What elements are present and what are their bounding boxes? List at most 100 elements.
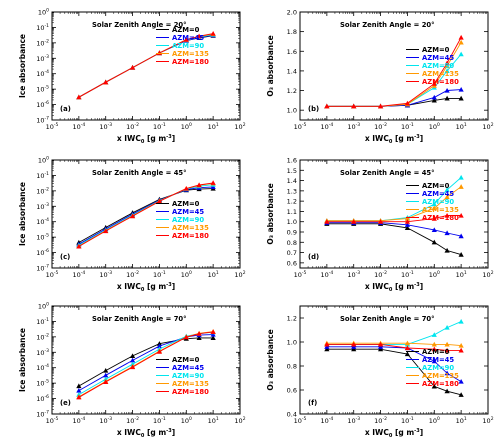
data-point — [183, 334, 189, 340]
y-tick-label: 0.8 — [287, 239, 297, 247]
y-tick-label: 1.8 — [287, 28, 297, 36]
y-axis-label: Ice absorbance — [18, 182, 27, 246]
y-tick-label: 10-5 — [36, 379, 49, 388]
legend-entry: AZM=0 — [172, 200, 200, 208]
data-point — [458, 95, 464, 101]
legend-entry: AZM=90 — [172, 372, 204, 380]
plot-frame — [299, 159, 489, 269]
data-point — [404, 340, 411, 346]
data-point — [458, 212, 464, 218]
plot-frame — [299, 305, 489, 415]
x-tick-label: 10-4 — [320, 122, 333, 131]
data-point — [444, 187, 450, 192]
x-tick-label: 10-1 — [401, 416, 414, 425]
data-point — [431, 97, 437, 103]
data-point — [76, 243, 82, 249]
x-tick-label: 10-5 — [46, 270, 59, 279]
panel-a: 10-5 10-4 10-3 10-2 10-1 100 101 102 10-7 10-6 10-… — [18, 8, 246, 146]
series-line-azm-90 — [326, 321, 462, 345]
data-point — [444, 212, 450, 218]
legend-entry: AZM=135 — [172, 50, 209, 58]
series-line-azm-45 — [326, 222, 462, 237]
data-point — [129, 364, 136, 370]
data-point — [129, 353, 136, 359]
data-point — [458, 392, 464, 397]
data-point — [444, 60, 450, 66]
legend-entry: AZM=90 — [422, 62, 454, 70]
data-point — [324, 346, 330, 352]
data-point — [351, 103, 357, 109]
y-tick-label: 10-5 — [36, 85, 49, 94]
y-tick-label: 1.4 — [287, 67, 297, 75]
y-tick-label: 10-3 — [36, 54, 49, 63]
data-point — [431, 239, 437, 245]
data-point — [129, 213, 136, 219]
data-point — [351, 341, 357, 347]
y-tick-label: 0.9 — [287, 229, 297, 237]
data-point — [210, 329, 216, 334]
data-point — [76, 383, 82, 389]
y-tick-label: 1.0 — [287, 218, 297, 226]
legend-entry: AZM=90 — [422, 364, 454, 372]
x-tick-label: 10-1 — [153, 416, 166, 425]
x-tick-label: 10-4 — [72, 122, 85, 131]
plot-frame — [51, 11, 241, 121]
data-point — [431, 341, 437, 347]
x-tick-label: 102 — [234, 122, 245, 131]
legend-entry: AZM=90 — [172, 216, 204, 224]
legend-entry: AZM=0 — [422, 46, 450, 54]
y-tick-label: 10-7 — [36, 264, 49, 273]
y-axis-label: Ice absorbance — [18, 34, 27, 98]
data-point — [183, 186, 189, 191]
x-tick-label: 101 — [456, 122, 467, 131]
x-axis-label: x IWC0 [g m-3] — [117, 134, 175, 145]
data-point — [210, 30, 216, 36]
legend-entry: AZM=45 — [422, 356, 454, 364]
panel-label: (e) — [60, 399, 71, 407]
panel-label: (f) — [308, 399, 317, 407]
data-point — [351, 219, 357, 224]
y-tick-label: 10-2 — [36, 332, 49, 341]
data-point — [351, 344, 357, 349]
legend-entry: AZM=180 — [422, 380, 459, 388]
data-point — [444, 341, 450, 347]
data-point — [404, 222, 411, 227]
data-point — [458, 319, 464, 324]
data-point — [404, 225, 411, 230]
y-tick-label: 0.7 — [287, 249, 297, 257]
data-point — [156, 341, 163, 346]
data-point — [431, 94, 437, 100]
legend-entry: AZM=90 — [422, 198, 454, 206]
legend-entry: AZM=0 — [172, 356, 200, 364]
y-tick-label: 1.5 — [287, 167, 297, 175]
legend-entry: AZM=135 — [422, 70, 459, 78]
series-line-azm-45 — [326, 89, 462, 107]
y-tick-label: 1.2 — [287, 315, 297, 323]
data-point — [103, 228, 109, 234]
data-point — [404, 219, 411, 224]
y-tick-label: 1.4 — [287, 177, 297, 185]
y-tick-label: 10-7 — [36, 410, 49, 419]
y-tick-label: 10-3 — [36, 202, 49, 211]
data-point — [210, 335, 216, 341]
data-point — [444, 347, 450, 353]
panel-label: (a) — [60, 105, 71, 113]
x-axis-label: x IWC0 [g m-3] — [365, 282, 423, 293]
data-point — [377, 346, 384, 352]
y-tick-label: 10-3 — [36, 348, 49, 357]
data-point — [444, 95, 450, 101]
data-point — [431, 216, 437, 221]
legend-entry: AZM=180 — [172, 388, 209, 396]
panel-label: (d) — [308, 253, 319, 261]
x-tick-label: 10-2 — [374, 122, 387, 131]
data-point — [103, 368, 109, 373]
x-tick-label: 10-2 — [126, 122, 139, 131]
data-point — [404, 351, 411, 357]
x-tick-label: 10-3 — [99, 270, 112, 279]
data-point — [76, 387, 82, 393]
legend-entry: AZM=0 — [422, 348, 450, 356]
y-tick-label: 10-4 — [36, 69, 49, 78]
y-tick-label: 10-5 — [36, 233, 49, 242]
data-point — [377, 341, 384, 347]
y-tick-label: 0.4 — [287, 411, 297, 419]
